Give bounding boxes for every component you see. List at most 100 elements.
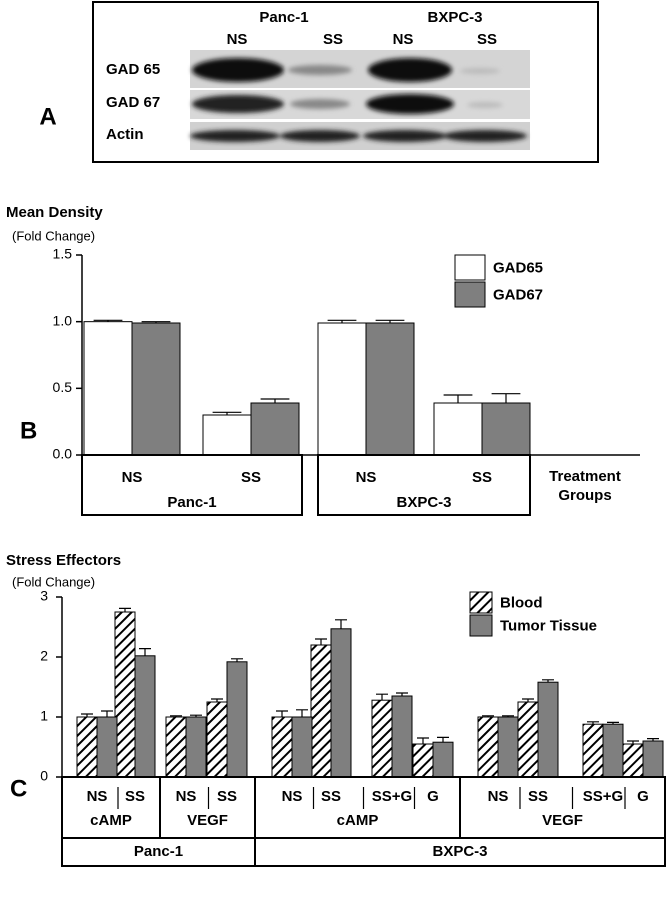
row-label: GAD 67 bbox=[106, 94, 160, 111]
error-bar bbox=[170, 715, 182, 717]
cell-line-label: Panc-1 bbox=[259, 9, 308, 26]
error-bar bbox=[231, 658, 243, 662]
bar bbox=[517, 701, 539, 778]
error-bar bbox=[276, 710, 288, 717]
row-label: GAD 65 bbox=[106, 61, 160, 78]
error-bar bbox=[443, 394, 473, 403]
bar bbox=[433, 402, 483, 456]
x-tick-label: SS+G bbox=[583, 788, 623, 805]
x-tick-label: G bbox=[637, 788, 649, 805]
subgroup-label: cAMP bbox=[90, 812, 132, 829]
error-bar bbox=[587, 721, 599, 725]
chart-subtitle: (Fold Change) bbox=[12, 574, 95, 589]
group-label: Panc-1 bbox=[134, 843, 183, 860]
legend-swatch bbox=[469, 591, 493, 614]
error-bar bbox=[101, 710, 113, 717]
bar bbox=[310, 644, 332, 778]
chart-title: Stress Effectors bbox=[6, 552, 121, 569]
bar bbox=[165, 716, 187, 778]
error-bar bbox=[81, 713, 93, 717]
bar bbox=[602, 723, 624, 778]
row-label: Actin bbox=[106, 126, 144, 143]
bar bbox=[365, 322, 415, 456]
y-tick-label: 0 bbox=[40, 768, 48, 784]
y-tick-label: 1.0 bbox=[53, 312, 73, 328]
error-bar bbox=[211, 698, 223, 702]
error-bar bbox=[376, 693, 388, 701]
group-label: BXPC-3 bbox=[396, 494, 451, 511]
legend-swatch bbox=[454, 254, 486, 281]
error-bar bbox=[417, 737, 429, 744]
bar bbox=[582, 723, 604, 778]
legend-swatch bbox=[454, 281, 486, 308]
lane-label: SS bbox=[323, 31, 343, 48]
bar bbox=[131, 322, 181, 456]
x-tick-label: NS bbox=[356, 469, 377, 486]
x-tick-label: NS bbox=[282, 788, 303, 805]
error-bar bbox=[335, 619, 347, 629]
legend-label: Blood bbox=[500, 594, 543, 611]
bar bbox=[391, 695, 413, 778]
bar bbox=[114, 611, 136, 778]
error-bar bbox=[139, 648, 151, 656]
legend-label: GAD65 bbox=[493, 259, 543, 276]
error-bar bbox=[212, 411, 242, 415]
legend-label: GAD67 bbox=[493, 286, 543, 303]
group-label: BXPC-3 bbox=[432, 843, 487, 860]
bar bbox=[412, 743, 434, 778]
error-bar bbox=[327, 319, 357, 323]
cell-line-label: BXPC-3 bbox=[427, 9, 482, 26]
bar bbox=[497, 716, 519, 778]
lane-label: SS bbox=[477, 31, 497, 48]
bar bbox=[202, 414, 252, 456]
panel-a: Panc-1 BXPC-3 NS SS NS SS GAD 65 GAD 67 … bbox=[39, 1, 599, 163]
subgroup-label: cAMP bbox=[337, 812, 379, 829]
error-bar bbox=[542, 679, 554, 683]
error-bar bbox=[296, 709, 308, 717]
error-bar bbox=[375, 319, 405, 323]
error-bar bbox=[315, 638, 327, 645]
error-bar bbox=[437, 736, 449, 743]
bar bbox=[330, 628, 352, 778]
bar bbox=[291, 716, 313, 778]
x-axis-title-box: Treatment Groups bbox=[549, 468, 621, 504]
bar bbox=[226, 661, 248, 778]
bar bbox=[271, 716, 293, 778]
bar bbox=[76, 716, 98, 778]
bar bbox=[477, 716, 499, 778]
x-tick-label: SS bbox=[241, 469, 261, 486]
bar bbox=[185, 716, 207, 778]
chart-subtitle: (Fold Change) bbox=[12, 228, 95, 243]
y-tick-label: 0.0 bbox=[53, 446, 73, 462]
y-tick-label: 0.5 bbox=[53, 379, 73, 395]
panel-label: A bbox=[39, 103, 56, 130]
x-tick-label: SS bbox=[472, 469, 492, 486]
error-bar bbox=[502, 715, 514, 717]
error-bar bbox=[396, 692, 408, 696]
bar bbox=[371, 699, 393, 778]
error-bar bbox=[93, 319, 123, 322]
bar bbox=[134, 655, 156, 778]
y-tick-label: 1.5 bbox=[53, 246, 73, 262]
x-tick-label: SS bbox=[321, 788, 341, 805]
chart-title: Mean Density bbox=[6, 204, 103, 221]
error-bar bbox=[522, 698, 534, 702]
error-bar bbox=[647, 738, 659, 741]
error-bar bbox=[482, 715, 494, 717]
error-bar bbox=[141, 321, 171, 323]
bar bbox=[206, 701, 228, 778]
x-tick-label: G bbox=[427, 788, 439, 805]
group-label: Panc-1 bbox=[167, 494, 216, 511]
error-bar bbox=[607, 721, 619, 725]
legend-swatch bbox=[469, 614, 493, 637]
x-tick-label: NS bbox=[176, 788, 197, 805]
x-tick-label: SS bbox=[528, 788, 548, 805]
bar bbox=[250, 402, 300, 456]
group-box bbox=[317, 454, 531, 516]
x-axis-title: Treatment Groups bbox=[549, 468, 621, 504]
bar bbox=[481, 402, 531, 456]
x-tick-label: SS+G bbox=[372, 788, 412, 805]
error-bar bbox=[491, 393, 521, 403]
